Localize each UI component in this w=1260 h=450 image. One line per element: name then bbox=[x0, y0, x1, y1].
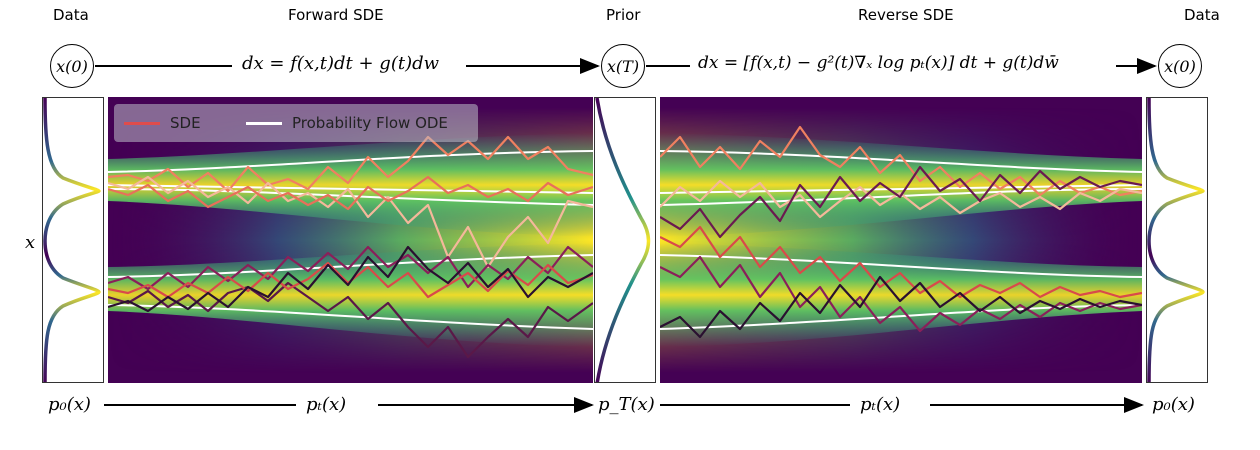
data-density-right-panel bbox=[1146, 97, 1208, 383]
reverse-heatmap-svg bbox=[660, 97, 1142, 383]
prior-density-panel bbox=[594, 97, 656, 383]
legend-box: SDE Probability Flow ODE bbox=[114, 104, 478, 142]
node-xT-text: x(T) bbox=[606, 56, 640, 76]
node-x0-left-text: x(0) bbox=[56, 56, 88, 76]
forward-heatmap-svg bbox=[108, 97, 593, 383]
prior-density-curve bbox=[595, 98, 651, 382]
reverse-equation: dx = [f(x,t) − g²(t)∇ₓ log pₜ(x)] dt + g… bbox=[698, 53, 1059, 73]
legend-ode-text: Probability Flow ODE bbox=[292, 114, 448, 132]
forward-sde-label: Forward SDE bbox=[288, 6, 384, 24]
forward-density-heatmap bbox=[108, 97, 593, 383]
bottom-p0-right: p₀(x) bbox=[1152, 394, 1195, 415]
node-xT: x(T) bbox=[601, 44, 645, 88]
reverse-density-heatmap bbox=[660, 97, 1142, 383]
data-density-left-curve bbox=[43, 98, 101, 382]
bottom-pt-forward: pₜ(x) bbox=[306, 394, 347, 415]
legend-sde-text: SDE bbox=[170, 114, 201, 132]
bottom-p0-left: p₀(x) bbox=[48, 394, 91, 415]
node-x0-right-text: x(0) bbox=[1164, 56, 1196, 76]
prior-label: Prior bbox=[606, 6, 641, 24]
forward-equation: dx = f(x,t)dt + g(t)dw bbox=[242, 53, 440, 74]
data-right-label: Data bbox=[1184, 6, 1220, 24]
data-density-left-panel bbox=[42, 97, 104, 383]
bottom-pT: p_T(x) bbox=[598, 394, 655, 415]
legend-ode-swatch bbox=[246, 122, 282, 125]
reverse-sde-label: Reverse SDE bbox=[858, 6, 954, 24]
legend-sde-swatch bbox=[124, 122, 160, 125]
y-axis-label: x bbox=[25, 232, 36, 253]
data-density-right-curve bbox=[1147, 98, 1205, 382]
bottom-pt-reverse: pₜ(x) bbox=[860, 394, 901, 415]
node-x0-right: x(0) bbox=[1158, 44, 1202, 88]
data-left-label: Data bbox=[53, 6, 89, 24]
node-x0-left: x(0) bbox=[50, 44, 94, 88]
